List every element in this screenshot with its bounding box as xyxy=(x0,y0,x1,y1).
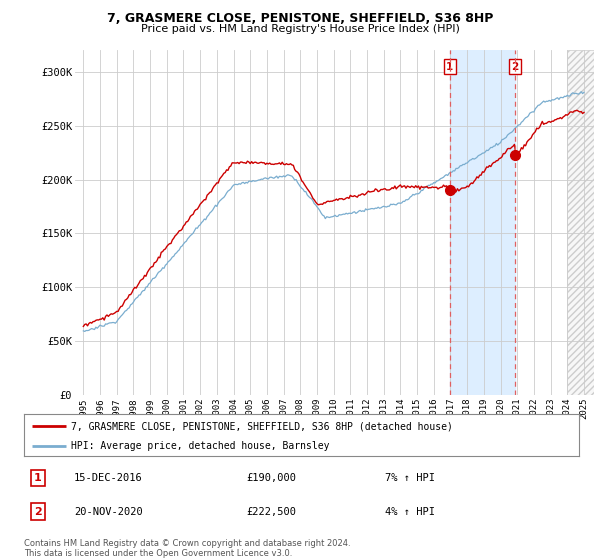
Bar xyxy=(450,50,515,395)
Bar xyxy=(567,50,594,395)
Text: 20-NOV-2020: 20-NOV-2020 xyxy=(74,507,143,516)
Text: £222,500: £222,500 xyxy=(246,507,296,516)
Text: 2: 2 xyxy=(34,507,42,516)
Text: HPI: Average price, detached house, Barnsley: HPI: Average price, detached house, Barn… xyxy=(71,441,329,451)
Bar xyxy=(567,50,594,395)
Text: 7, GRASMERE CLOSE, PENISTONE, SHEFFIELD, S36 8HP: 7, GRASMERE CLOSE, PENISTONE, SHEFFIELD,… xyxy=(107,12,493,25)
Text: 1: 1 xyxy=(34,473,42,483)
Text: 2: 2 xyxy=(512,62,519,72)
Text: 1: 1 xyxy=(446,62,454,72)
Text: 15-DEC-2016: 15-DEC-2016 xyxy=(74,473,143,483)
Text: £190,000: £190,000 xyxy=(246,473,296,483)
Text: Price paid vs. HM Land Registry's House Price Index (HPI): Price paid vs. HM Land Registry's House … xyxy=(140,24,460,34)
Text: Contains HM Land Registry data © Crown copyright and database right 2024.
This d: Contains HM Land Registry data © Crown c… xyxy=(24,539,350,558)
Text: 4% ↑ HPI: 4% ↑ HPI xyxy=(385,507,435,516)
Text: 7, GRASMERE CLOSE, PENISTONE, SHEFFIELD, S36 8HP (detached house): 7, GRASMERE CLOSE, PENISTONE, SHEFFIELD,… xyxy=(71,421,453,431)
Text: 7% ↑ HPI: 7% ↑ HPI xyxy=(385,473,435,483)
